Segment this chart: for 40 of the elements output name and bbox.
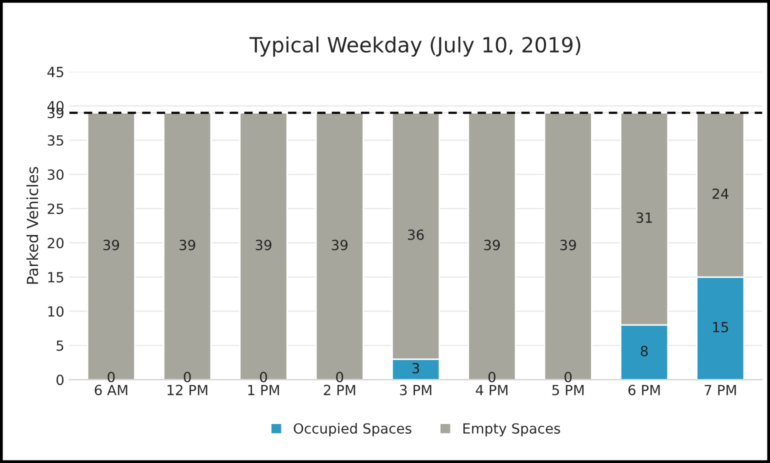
- x-tick-label: 4 PM: [476, 384, 508, 396]
- x-tick-label: 5 PM: [552, 384, 584, 396]
- y-tick-label: 20: [48, 238, 64, 248]
- x-tick-label: 1 PM: [248, 384, 279, 396]
- x-tick-label: 7 PM: [704, 384, 736, 396]
- x-tick-label: 12 PM: [168, 384, 208, 396]
- y-tick-label: 15: [48, 272, 64, 283]
- data-label: 8: [640, 346, 648, 356]
- data-label: 31: [636, 212, 652, 223]
- y-tick-label: 25: [48, 204, 64, 214]
- x-tick-label: 3 PM: [400, 384, 432, 396]
- y-tick-label: 5: [56, 340, 64, 351]
- data-label: 15: [713, 322, 728, 332]
- data-label: 39: [560, 240, 576, 250]
- x-tick-label: 6 AM: [94, 384, 128, 396]
- data-label: 3: [412, 362, 420, 374]
- annotation: 0: [108, 372, 115, 382]
- x-tick-label: 6 PM: [628, 384, 660, 396]
- data-label: 39: [332, 240, 348, 250]
- annotation: 0: [184, 372, 191, 382]
- data-label: 39: [484, 240, 500, 250]
- x-tick-label: 2 PM: [324, 384, 356, 396]
- y-tick-label: 10: [48, 306, 64, 317]
- y-tick-label: 0: [56, 374, 64, 386]
- y-tick-label: 45: [47, 66, 64, 78]
- legend-label: Occupied Spaces: [294, 422, 412, 436]
- y-axis-title: Parked Vehicles: [26, 166, 38, 284]
- annotation: 0: [564, 372, 572, 382]
- annotation: 0: [260, 372, 267, 382]
- data-label: 24: [712, 188, 728, 199]
- data-label: 39: [180, 240, 196, 250]
- data-label: 36: [408, 230, 424, 240]
- data-label: 39: [256, 240, 272, 250]
- legend-label: Empty Spaces: [463, 423, 560, 436]
- annotation: 0: [488, 372, 496, 382]
- annotation: 0: [336, 372, 344, 382]
- data-label: 39: [103, 240, 120, 250]
- y-tick-label: 35: [48, 135, 64, 146]
- y-tick-label: 30: [48, 169, 64, 180]
- chart-title: Typical Weekday (July 10, 2019): [249, 36, 580, 57]
